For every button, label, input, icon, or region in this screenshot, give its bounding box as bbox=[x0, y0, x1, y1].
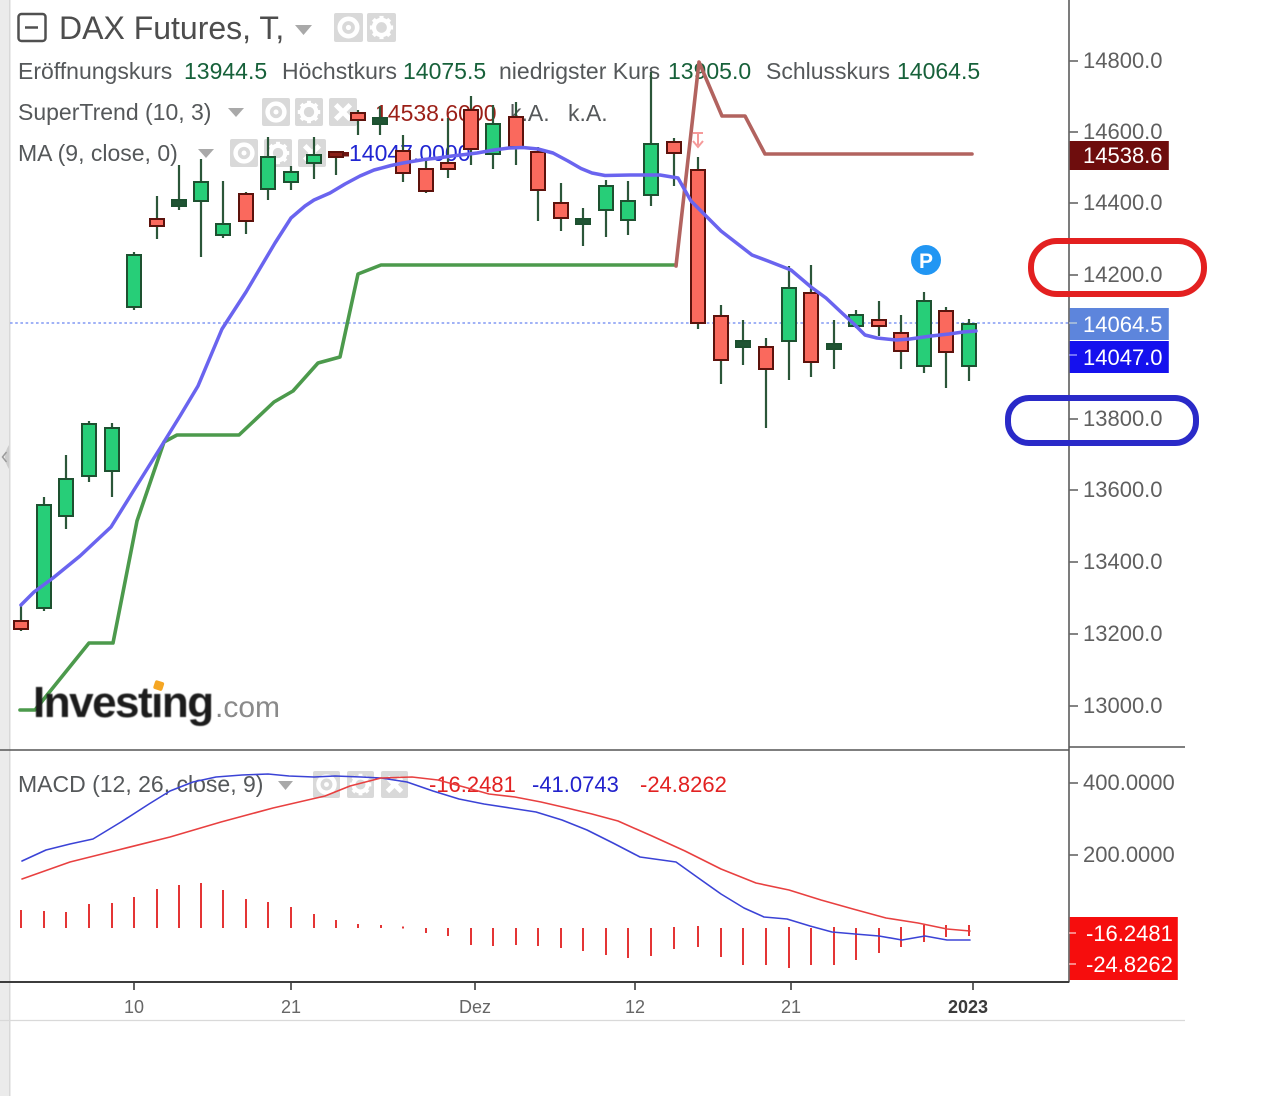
svg-text:200.0000: 200.0000 bbox=[1083, 842, 1175, 867]
svg-text:SuperTrend (10, 3): SuperTrend (10, 3) bbox=[18, 99, 211, 125]
svg-text:14064.5: 14064.5 bbox=[1083, 312, 1163, 337]
svg-text:Schlusskurs: Schlusskurs bbox=[766, 58, 890, 84]
svg-text:Investing: Investing bbox=[33, 678, 213, 727]
svg-text:13944.5: 13944.5 bbox=[184, 58, 267, 84]
svg-text:14538.6: 14538.6 bbox=[1083, 143, 1163, 168]
svg-text:2023: 2023 bbox=[948, 997, 988, 1017]
svg-text:13905.0: 13905.0 bbox=[668, 58, 751, 84]
svg-text:-16.2481: -16.2481 bbox=[1086, 921, 1173, 946]
svg-text:14075.5: 14075.5 bbox=[403, 58, 486, 84]
svg-text:14800.0: 14800.0 bbox=[1083, 48, 1163, 73]
svg-text:Dez: Dez bbox=[459, 997, 491, 1017]
svg-text:.com: .com bbox=[215, 691, 280, 724]
svg-text:14047.0: 14047.0 bbox=[1083, 345, 1163, 370]
svg-text:12: 12 bbox=[625, 997, 645, 1017]
svg-text:13200.0: 13200.0 bbox=[1083, 621, 1163, 646]
svg-text:13600.0: 13600.0 bbox=[1083, 477, 1163, 502]
svg-text:Eröffnungskurs: Eröffnungskurs bbox=[18, 58, 172, 84]
svg-text:14200.0: 14200.0 bbox=[1083, 262, 1163, 287]
svg-text:13400.0: 13400.0 bbox=[1083, 549, 1163, 574]
svg-text:niedrigster Kurs: niedrigster Kurs bbox=[499, 58, 660, 84]
svg-text:13800.0: 13800.0 bbox=[1083, 406, 1163, 431]
svg-text:DAX Futures, T,: DAX Futures, T, bbox=[59, 10, 284, 46]
svg-text:-24.8262: -24.8262 bbox=[1086, 952, 1173, 977]
svg-text:-24.8262: -24.8262 bbox=[640, 772, 727, 797]
svg-text:-41.0743: -41.0743 bbox=[532, 772, 619, 797]
svg-text:14600.0: 14600.0 bbox=[1083, 119, 1163, 144]
svg-text:14400.0: 14400.0 bbox=[1083, 190, 1163, 215]
svg-text:14064.5: 14064.5 bbox=[897, 58, 980, 84]
svg-text:k.A.: k.A. bbox=[568, 100, 608, 126]
svg-text:400.0000: 400.0000 bbox=[1083, 770, 1175, 795]
svg-text:21: 21 bbox=[781, 997, 801, 1017]
svg-text:MA (9, close, 0): MA (9, close, 0) bbox=[18, 140, 178, 166]
svg-text:10: 10 bbox=[124, 997, 144, 1017]
svg-text:MACD (12, 26, close, 9): MACD (12, 26, close, 9) bbox=[18, 771, 263, 797]
svg-text:13000.0: 13000.0 bbox=[1083, 693, 1163, 718]
svg-text:21: 21 bbox=[281, 997, 301, 1017]
svg-text:P: P bbox=[919, 250, 933, 273]
svg-text:-16.2481: -16.2481 bbox=[429, 772, 516, 797]
svg-text:Höchstkurs: Höchstkurs bbox=[282, 58, 397, 84]
